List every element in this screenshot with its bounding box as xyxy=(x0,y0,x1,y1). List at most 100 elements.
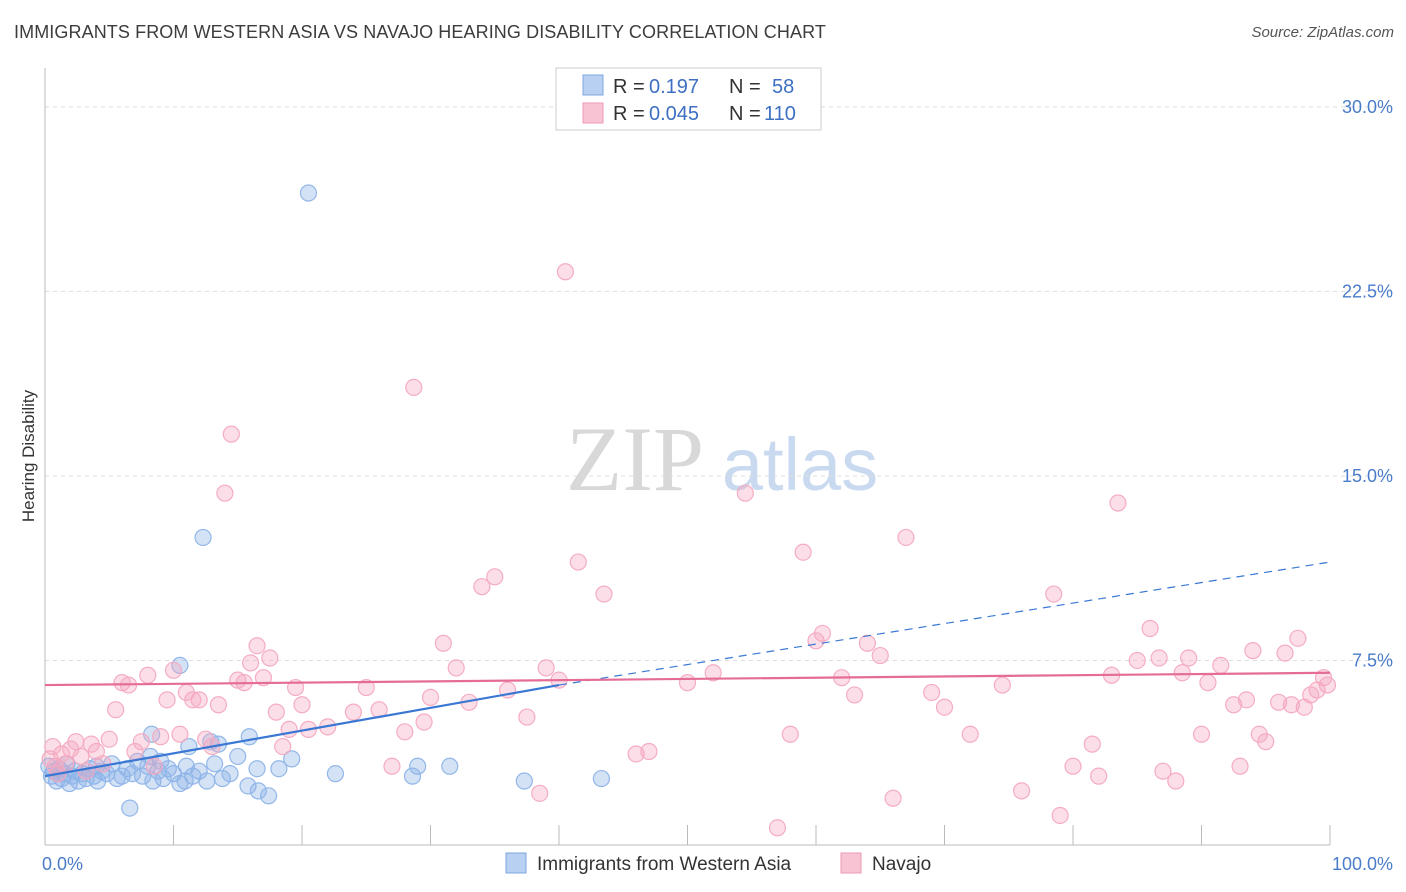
point-navajo-82 xyxy=(897,528,915,547)
point-navajo-80 xyxy=(871,646,889,665)
point-navajo-36 xyxy=(248,637,266,655)
point-navajo-37 xyxy=(254,669,273,687)
bottom-legend-swatch-navajo xyxy=(840,852,862,874)
trend-lines xyxy=(44,561,1331,778)
legend-swatch-western-asia xyxy=(582,74,604,96)
point-navajo-79 xyxy=(858,634,877,652)
point-navajo-86 xyxy=(993,676,1011,694)
y-tick-label-2: 22.5% xyxy=(1342,281,1393,301)
point-western-asia-42 xyxy=(249,782,267,800)
point-navajo-111 xyxy=(1289,629,1307,647)
point-western-asia-57 xyxy=(299,184,318,202)
point-navajo-53 xyxy=(421,688,440,706)
point-western-asia-44 xyxy=(121,799,139,817)
point-western-asia-40 xyxy=(229,747,247,766)
point-navajo-35 xyxy=(242,654,260,672)
point-navajo-7 xyxy=(67,733,85,751)
point-navajo-62 xyxy=(537,659,555,677)
point-navajo-78 xyxy=(845,686,864,704)
point-navajo-103 xyxy=(1199,674,1217,692)
point-western-asia-55 xyxy=(283,750,301,768)
point-navajo-66 xyxy=(595,585,613,603)
point-navajo-47 xyxy=(357,678,375,697)
legend-r-value-0: 0.197 xyxy=(649,76,699,98)
point-navajo-91 xyxy=(1083,735,1101,753)
point-navajo-54 xyxy=(434,634,452,652)
point-navajo-39 xyxy=(267,703,285,721)
point-navajo-26 xyxy=(184,691,202,709)
point-navajo-100 xyxy=(1173,664,1191,682)
point-western-asia-41 xyxy=(239,777,257,795)
point-western-asia-54 xyxy=(270,760,288,778)
watermark-zip: ZIP xyxy=(566,408,704,510)
point-navajo-87 xyxy=(1012,782,1031,800)
point-navajo-85 xyxy=(961,725,979,743)
point-western-asia-58 xyxy=(403,767,422,785)
point-navajo-99 xyxy=(1167,772,1185,790)
point-navajo-68 xyxy=(640,742,658,761)
point-navajo-24 xyxy=(171,725,189,743)
point-navajo-107 xyxy=(1244,642,1262,660)
point-navajo-52 xyxy=(415,713,433,731)
y-tick-label-3: 30.0% xyxy=(1342,97,1393,117)
point-navajo-58 xyxy=(486,568,504,586)
point-navajo-27 xyxy=(190,691,208,709)
point-navajo-117 xyxy=(1237,691,1256,709)
trend-line-western-asia-extension xyxy=(558,561,1331,686)
point-navajo-72 xyxy=(768,819,787,837)
legend-n-label-0: N = xyxy=(729,76,761,98)
legend-r-label-0: R = xyxy=(613,76,645,98)
point-navajo-13 xyxy=(100,730,118,748)
point-navajo-38 xyxy=(261,649,279,667)
point-western-asia-37 xyxy=(206,755,224,773)
point-navajo-60 xyxy=(518,708,536,726)
point-western-asia-33 xyxy=(177,757,195,775)
point-navajo-64 xyxy=(556,263,575,281)
point-western-asia-62 xyxy=(592,769,611,788)
point-navajo-51 xyxy=(405,378,423,396)
point-navajo-110 xyxy=(1282,696,1301,714)
point-western-asia-36 xyxy=(198,772,216,790)
point-western-asia-60 xyxy=(441,757,459,775)
point-navajo-84 xyxy=(935,698,954,716)
legend-n-value-0: 58 xyxy=(772,76,794,98)
point-navajo-46 xyxy=(344,703,362,721)
point-navajo-21 xyxy=(152,728,170,746)
y-tick-label-1: 15.0% xyxy=(1342,466,1393,486)
point-navajo-101 xyxy=(1180,649,1198,667)
point-navajo-118 xyxy=(1250,725,1268,743)
point-navajo-57 xyxy=(473,578,491,596)
point-navajo-104 xyxy=(1212,656,1230,674)
legend-n-label-1: N = xyxy=(729,103,761,125)
point-western-asia-61 xyxy=(515,772,533,790)
point-western-asia-39 xyxy=(221,765,239,783)
point-navajo-69 xyxy=(678,674,697,692)
chart-title: IMMIGRANTS FROM WESTERN ASIA VS NAVAJO H… xyxy=(14,22,826,42)
point-navajo-20 xyxy=(145,757,163,775)
point-navajo-89 xyxy=(1051,806,1069,825)
point-navajo-74 xyxy=(794,543,812,561)
point-navajo-106 xyxy=(1231,757,1249,775)
top-legend: R = 0.197 N = 58 R = 0.045 N = 110 xyxy=(555,67,822,131)
tick-labels: 7.5% 15.0% 22.5% 30.0% 0.0% 100.0% xyxy=(42,97,1393,874)
point-navajo-97 xyxy=(1150,649,1168,667)
point-navajo-40 xyxy=(274,737,292,756)
point-navajo-4 xyxy=(53,745,71,763)
legend-r-label-1: R = xyxy=(613,103,645,125)
point-navajo-67 xyxy=(627,745,645,763)
legend-r-value-1: 0.045 xyxy=(649,103,699,125)
point-western-asia-59 xyxy=(409,757,427,775)
trend-line-western-asia xyxy=(44,683,560,778)
point-navajo-105 xyxy=(1225,696,1243,714)
point-navajo-95 xyxy=(1128,651,1146,670)
point-navajo-14 xyxy=(107,701,125,719)
y-axis-label: Hearing Disability xyxy=(19,389,38,522)
point-navajo-116 xyxy=(1308,681,1326,699)
point-western-asia-48 xyxy=(194,528,212,547)
point-navajo-65 xyxy=(569,553,587,571)
point-western-asia-53 xyxy=(248,760,266,778)
point-navajo-115 xyxy=(1318,676,1337,694)
x-tick-label-0: 0.0% xyxy=(42,854,83,874)
point-navajo-119 xyxy=(1276,644,1294,662)
